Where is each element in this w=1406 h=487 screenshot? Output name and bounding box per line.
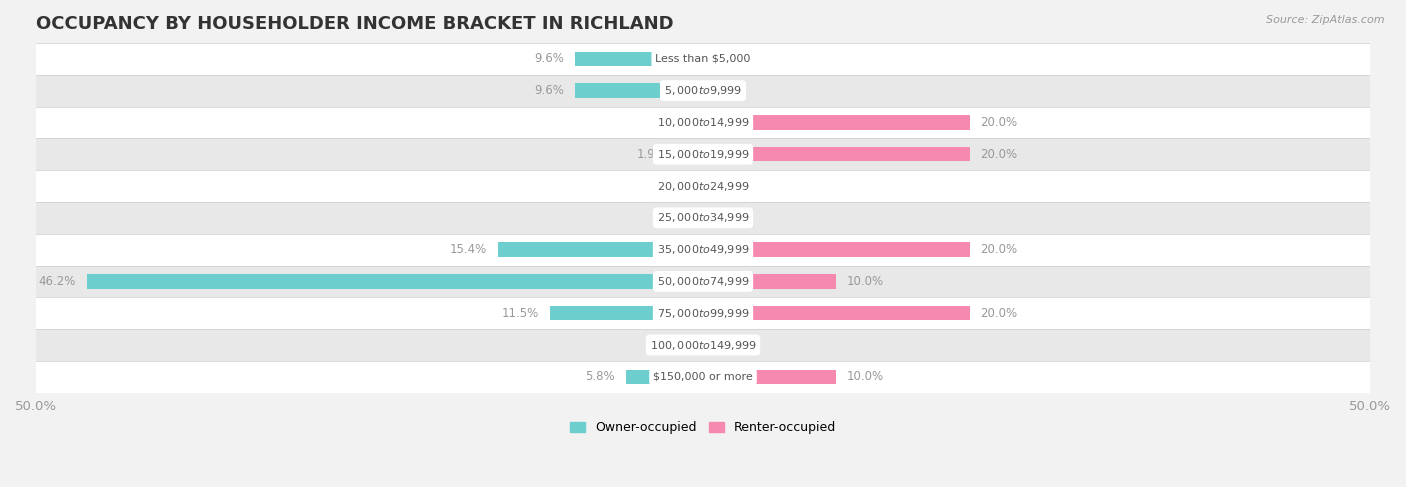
Text: $25,000 to $34,999: $25,000 to $34,999 bbox=[657, 211, 749, 225]
Text: $15,000 to $19,999: $15,000 to $19,999 bbox=[657, 148, 749, 161]
Text: 46.2%: 46.2% bbox=[38, 275, 76, 288]
Text: 20.0%: 20.0% bbox=[980, 148, 1018, 161]
Bar bbox=[37, 298, 1369, 329]
Text: 0.0%: 0.0% bbox=[662, 116, 692, 129]
Text: 0.0%: 0.0% bbox=[662, 211, 692, 225]
Text: $100,000 to $149,999: $100,000 to $149,999 bbox=[650, 338, 756, 352]
Bar bbox=[703, 306, 970, 320]
Bar bbox=[87, 274, 703, 289]
Bar bbox=[550, 306, 703, 320]
Bar bbox=[37, 329, 1369, 361]
Text: 1.9%: 1.9% bbox=[637, 148, 666, 161]
Bar bbox=[37, 361, 1369, 393]
Text: 9.6%: 9.6% bbox=[534, 84, 564, 97]
Text: 9.6%: 9.6% bbox=[534, 52, 564, 65]
Bar bbox=[498, 243, 703, 257]
Text: Source: ZipAtlas.com: Source: ZipAtlas.com bbox=[1267, 15, 1385, 25]
Bar bbox=[37, 107, 1369, 138]
Bar bbox=[575, 83, 703, 98]
Text: $75,000 to $99,999: $75,000 to $99,999 bbox=[657, 307, 749, 320]
Text: 0.0%: 0.0% bbox=[662, 338, 692, 352]
Bar bbox=[37, 170, 1369, 202]
Text: 0.0%: 0.0% bbox=[714, 84, 744, 97]
Text: 11.5%: 11.5% bbox=[502, 307, 538, 320]
Bar bbox=[37, 75, 1369, 107]
Bar bbox=[37, 265, 1369, 298]
Text: Less than $5,000: Less than $5,000 bbox=[655, 54, 751, 64]
Text: 15.4%: 15.4% bbox=[450, 243, 486, 256]
Text: 20.0%: 20.0% bbox=[980, 243, 1018, 256]
Bar bbox=[703, 370, 837, 384]
Text: 0.0%: 0.0% bbox=[714, 180, 744, 192]
Legend: Owner-occupied, Renter-occupied: Owner-occupied, Renter-occupied bbox=[565, 416, 841, 439]
Text: 0.0%: 0.0% bbox=[714, 211, 744, 225]
Text: $35,000 to $49,999: $35,000 to $49,999 bbox=[657, 243, 749, 256]
Text: 10.0%: 10.0% bbox=[846, 275, 884, 288]
Text: $10,000 to $14,999: $10,000 to $14,999 bbox=[657, 116, 749, 129]
Text: $5,000 to $9,999: $5,000 to $9,999 bbox=[664, 84, 742, 97]
Bar bbox=[37, 43, 1369, 75]
Bar bbox=[37, 202, 1369, 234]
Bar bbox=[703, 243, 970, 257]
Bar bbox=[703, 274, 837, 289]
Bar bbox=[703, 115, 970, 130]
Text: $150,000 or more: $150,000 or more bbox=[654, 372, 752, 382]
Bar bbox=[37, 138, 1369, 170]
Bar bbox=[678, 147, 703, 161]
Bar bbox=[575, 52, 703, 66]
Text: 0.0%: 0.0% bbox=[714, 52, 744, 65]
Text: 0.0%: 0.0% bbox=[662, 180, 692, 192]
Text: $50,000 to $74,999: $50,000 to $74,999 bbox=[657, 275, 749, 288]
Text: $20,000 to $24,999: $20,000 to $24,999 bbox=[657, 180, 749, 192]
Bar bbox=[37, 234, 1369, 265]
Text: 5.8%: 5.8% bbox=[585, 371, 614, 383]
Bar bbox=[703, 147, 970, 161]
Bar bbox=[626, 370, 703, 384]
Text: OCCUPANCY BY HOUSEHOLDER INCOME BRACKET IN RICHLAND: OCCUPANCY BY HOUSEHOLDER INCOME BRACKET … bbox=[37, 15, 673, 33]
Text: 20.0%: 20.0% bbox=[980, 116, 1018, 129]
Text: 10.0%: 10.0% bbox=[846, 371, 884, 383]
Text: 0.0%: 0.0% bbox=[714, 338, 744, 352]
Text: 20.0%: 20.0% bbox=[980, 307, 1018, 320]
